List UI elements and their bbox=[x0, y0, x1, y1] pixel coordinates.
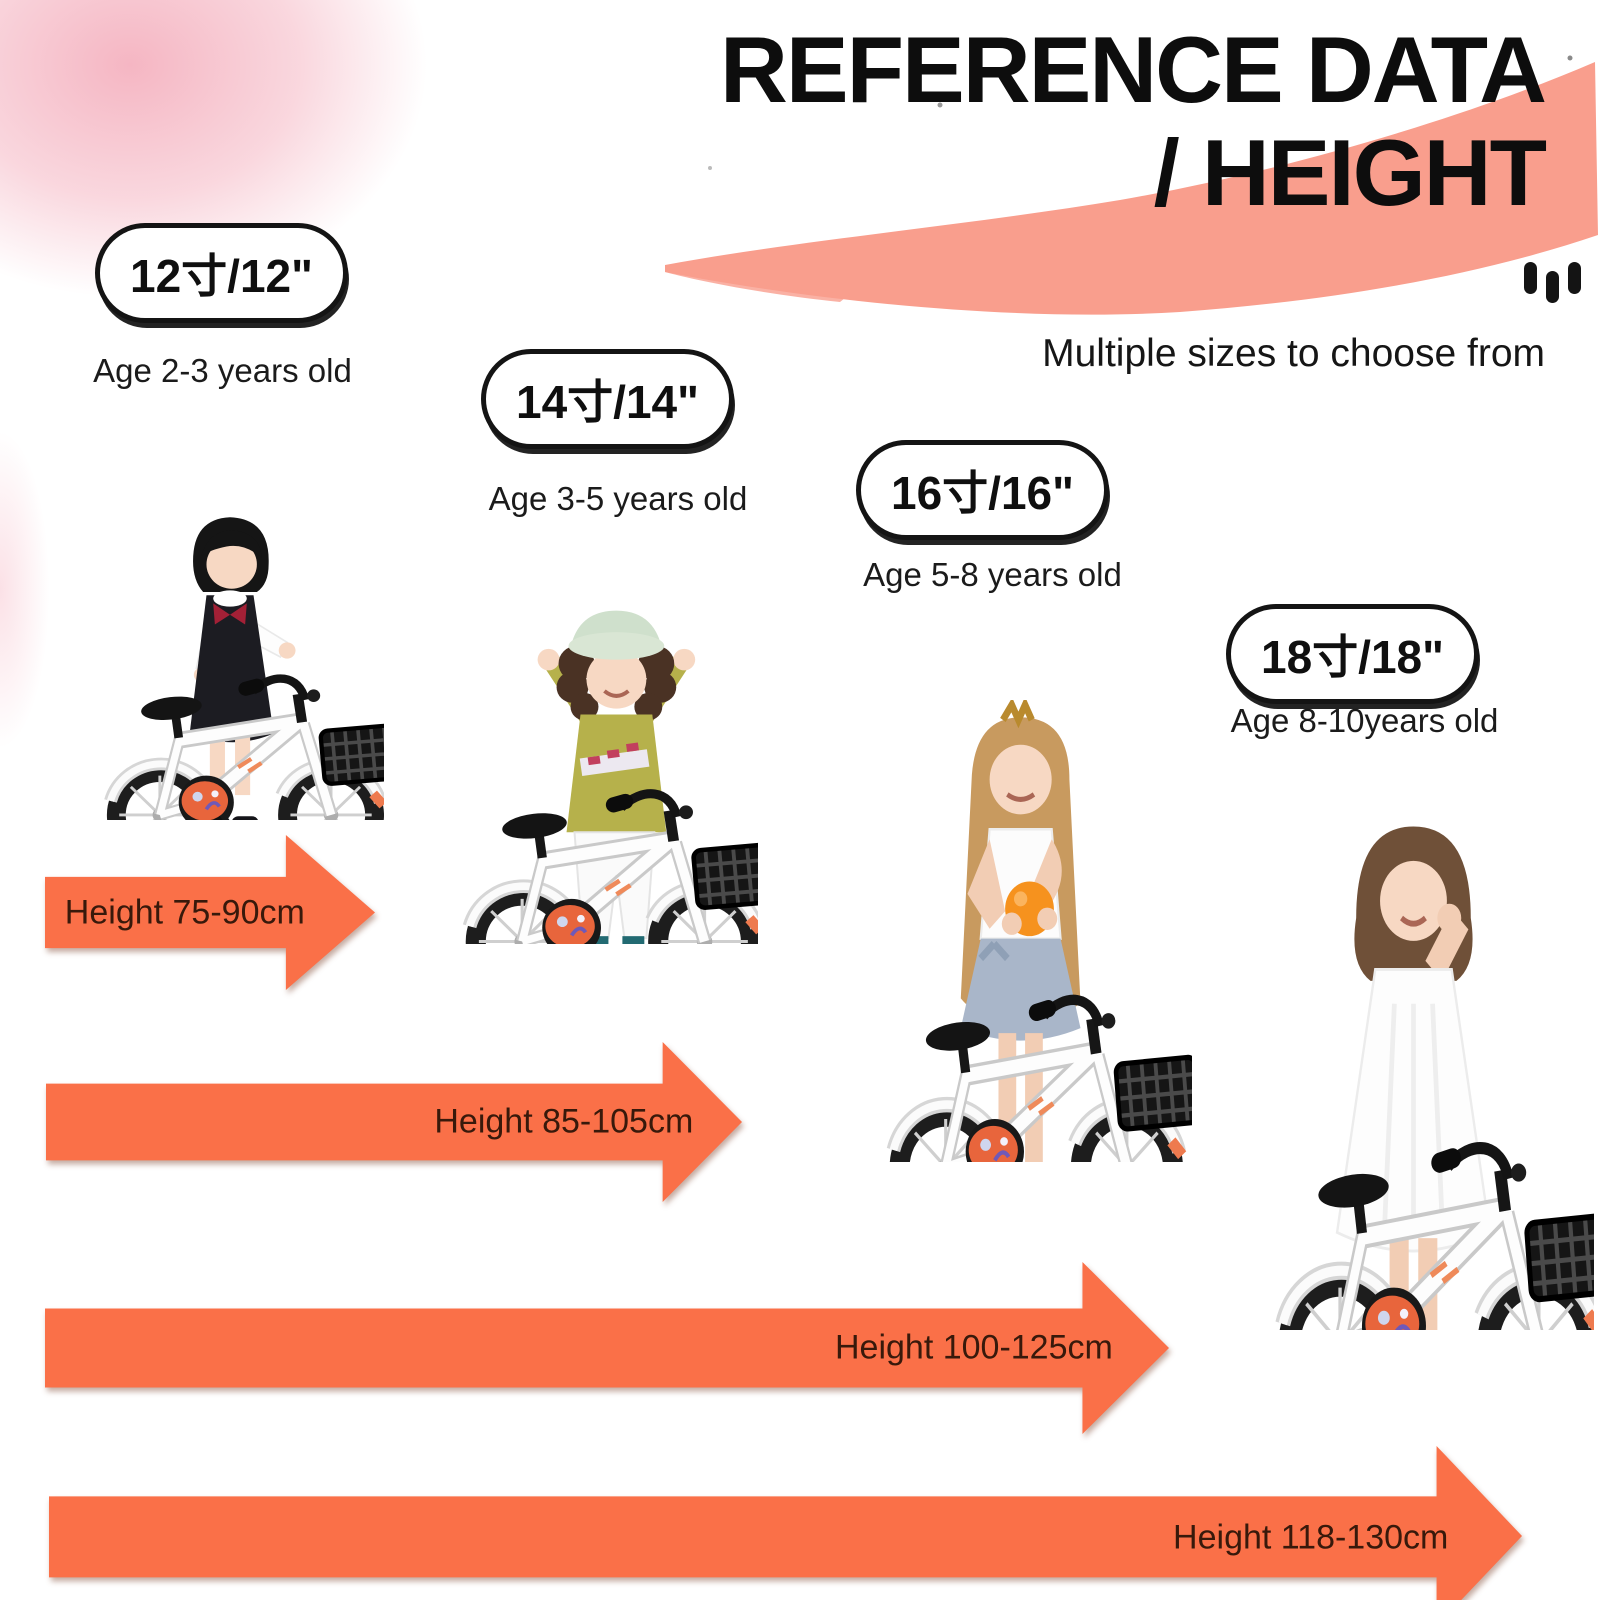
height-arrow-12in: Height 75-90cm bbox=[45, 835, 375, 990]
bar-icon bbox=[1568, 262, 1581, 294]
age-label-18in: Age 8-10years old bbox=[1230, 702, 1499, 739]
age-label-12in: Age 2-3 years old bbox=[93, 352, 352, 389]
height-label-16in: Height 100-125cm bbox=[834, 1328, 1113, 1367]
height-label-18in: Height 118-130cm bbox=[1173, 1518, 1449, 1557]
age-label-16in: Age 5-8 years old bbox=[863, 556, 1122, 593]
height-label-14in: Height 85-105cm bbox=[434, 1102, 694, 1141]
height-arrow-14in: Height 85-105cm bbox=[46, 1042, 742, 1202]
height-arrow-16in: Height 100-125cm bbox=[45, 1262, 1169, 1434]
three-bars-icon bbox=[1524, 262, 1581, 303]
bar-icon bbox=[1524, 262, 1537, 294]
photo-girl-with-12in-bike bbox=[48, 495, 384, 820]
photo-girl-with-18in-bike bbox=[1158, 808, 1594, 1330]
bar-icon bbox=[1546, 271, 1559, 303]
paint-brush-stroke bbox=[665, 55, 1598, 315]
arrow-shape: Height 100-125cm bbox=[45, 1262, 1169, 1434]
pink-left-streak bbox=[0, 430, 50, 750]
arrow-shape: Height 118-130cm bbox=[49, 1446, 1522, 1600]
size-badge-14in: 14寸/14" bbox=[481, 349, 734, 449]
age-label-14in: Age 3-5 years old bbox=[488, 480, 748, 517]
title-line-1: REFERENCE DATA bbox=[720, 17, 1547, 122]
subtitle: Multiple sizes to choose from bbox=[1042, 332, 1545, 375]
arrow-shape: Height 75-90cm bbox=[45, 835, 375, 990]
size-badge-12in: 12寸/12" bbox=[95, 223, 348, 323]
page-title: REFERENCE DATA / HEIGHT bbox=[720, 17, 1547, 226]
height-label-12in: Height 75-90cm bbox=[64, 893, 305, 931]
size-badge-18in: 18寸/18" bbox=[1226, 604, 1479, 704]
photo-girl-with-16in-bike bbox=[780, 700, 1192, 1162]
title-line-2: / HEIGHT bbox=[1153, 120, 1547, 226]
height-arrow-18in: Height 118-130cm bbox=[49, 1446, 1522, 1600]
photo-girl-with-14in-bike bbox=[400, 592, 758, 944]
size-badge-16in: 16寸/16" bbox=[856, 440, 1109, 540]
arrow-shape: Height 85-105cm bbox=[46, 1042, 742, 1202]
